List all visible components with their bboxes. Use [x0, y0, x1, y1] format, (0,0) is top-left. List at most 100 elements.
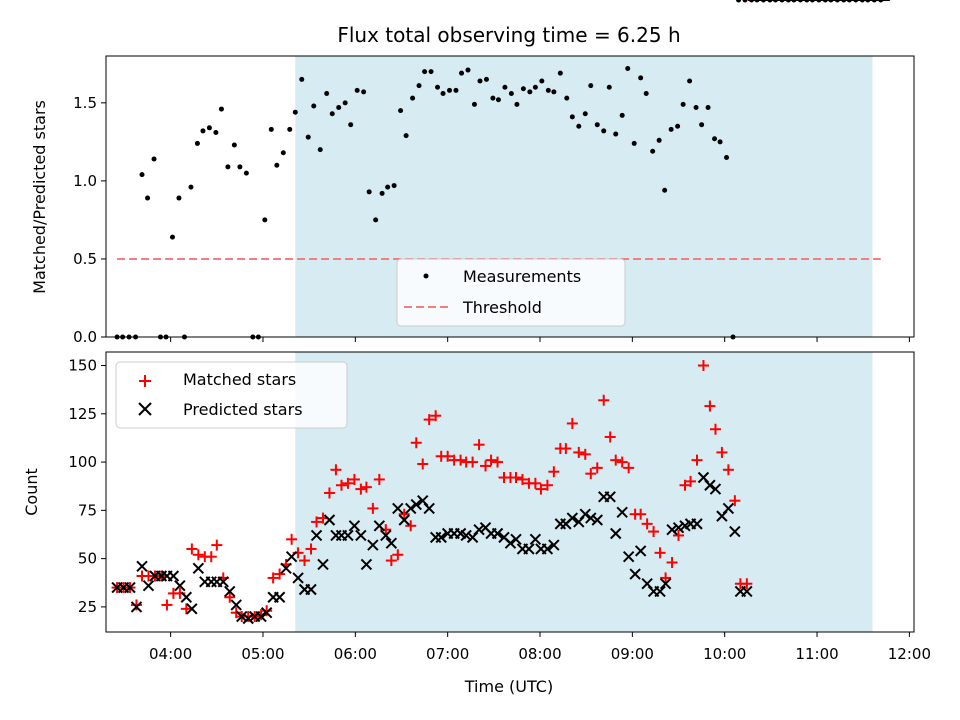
- predicted-star-point: [255, 610, 267, 623]
- matched-star-point: [691, 454, 703, 466]
- measurement-point: [483, 76, 489, 82]
- predicted-stars-points: [111, 0, 890, 625]
- predicted-star-point: [629, 568, 641, 580]
- matched-star-point: [535, 483, 547, 495]
- measurement-point: [717, 139, 723, 145]
- measurement-point: [398, 108, 404, 114]
- matched-star-point: [224, 591, 236, 603]
- measurement-point: [366, 189, 372, 195]
- measurement-point: [151, 156, 157, 162]
- predicted-star-point: [130, 601, 143, 613]
- predicted-star-point: [230, 599, 242, 611]
- matched-star-point: [423, 414, 435, 426]
- predicted-star-point: [142, 579, 155, 592]
- matched-star-point: [741, 578, 753, 590]
- legend-matched-label: Matched stars: [183, 370, 296, 389]
- matched-star-point: [305, 543, 317, 555]
- measurement-point: [576, 123, 582, 129]
- top-y-tick-label: 0.5: [73, 250, 97, 268]
- matched-star-point: [323, 487, 335, 499]
- predicted-star-point: [634, 545, 647, 557]
- predicted-star-point: [192, 562, 205, 574]
- predicted-star-point: [591, 514, 603, 526]
- measurement-point: [342, 100, 348, 106]
- matched-star-point: [480, 460, 492, 472]
- matched-star-point: [385, 555, 397, 567]
- matched-star-point: [685, 475, 697, 487]
- measurement-point: [311, 103, 317, 109]
- measurement-point: [213, 129, 219, 135]
- measurement-point: [527, 89, 533, 95]
- measurement-point: [631, 140, 637, 146]
- measurement-point: [379, 190, 385, 196]
- measurement-point: [354, 87, 360, 93]
- measurement-point: [477, 78, 483, 84]
- x-tick-label: 05:00: [241, 645, 284, 663]
- measurement-point: [280, 150, 286, 156]
- measurement-point: [557, 70, 563, 76]
- matched-star-point: [299, 555, 311, 567]
- measurement-point: [594, 122, 600, 128]
- predicted-star-point: [405, 502, 417, 515]
- x-tick-label: 10:00: [703, 645, 746, 663]
- measurement-point: [324, 90, 330, 96]
- measurement-point: [287, 126, 293, 132]
- measurement-point: [545, 87, 551, 93]
- matched-star-point: [180, 603, 192, 615]
- measurement-point: [712, 136, 718, 142]
- top-panel: 0.0 0.5 1.0 1.5 Matched/Predicted stars Mea…: [30, 0, 915, 346]
- measurement-point: [348, 122, 354, 128]
- measurement-point: [262, 217, 268, 223]
- matched-star-point: [729, 495, 741, 507]
- matched-star-point: [392, 549, 404, 561]
- matched-star-point: [616, 456, 628, 468]
- matched-star-point: [286, 533, 298, 545]
- predicted-star-point: [423, 502, 435, 515]
- matched-star-point: [355, 483, 367, 495]
- measurement-point: [625, 65, 631, 71]
- matched-star-point: [348, 473, 360, 485]
- matched-star-point: [604, 431, 616, 443]
- measurement-point: [564, 95, 570, 101]
- matched-star-point: [192, 549, 204, 561]
- bottom-y-tick-label: 150: [68, 357, 97, 375]
- x-tick-label: 09:00: [611, 645, 654, 663]
- measurement-point: [588, 83, 594, 89]
- measurement-point: [206, 125, 212, 131]
- chart-title: Flux total observing time = 6.25 h: [337, 23, 680, 47]
- predicted-star-point: [666, 523, 678, 536]
- matched-star-point: [598, 394, 610, 406]
- matched-star-point: [330, 464, 342, 476]
- measurement-point: [243, 170, 249, 176]
- predicted-star-point: [622, 550, 635, 563]
- measurement-point: [650, 148, 656, 154]
- bottom-observing-span: [295, 352, 873, 632]
- predicted-star-point: [124, 581, 136, 594]
- measurement-point: [465, 67, 471, 73]
- measurement-point: [662, 187, 668, 193]
- x-tick-label: 04:00: [149, 645, 192, 663]
- matched-star-point: [335, 479, 347, 491]
- measurement-point: [305, 134, 311, 140]
- measurement-point: [145, 195, 151, 201]
- matched-star-point: [635, 508, 647, 520]
- measurement-point: [742, 0, 748, 3]
- top-y-tick-label: 1.5: [73, 94, 97, 112]
- matched-star-point: [697, 360, 709, 372]
- predicted-star-point: [741, 585, 753, 598]
- bottom-y-tick-label: 50: [78, 550, 97, 568]
- predicted-star-point: [342, 529, 354, 542]
- measurement-point: [699, 122, 705, 128]
- top-legend: Measurements Threshold: [396, 258, 626, 327]
- top-x-ticks: [170, 337, 910, 342]
- matched-star-point: [579, 448, 591, 460]
- matched-star-point: [267, 572, 279, 584]
- matched-star-point: [666, 556, 678, 568]
- matched-star-point: [311, 516, 323, 528]
- measurement-point: [385, 184, 391, 190]
- predicted-star-point: [491, 527, 504, 540]
- measurement-point: [675, 123, 681, 129]
- measurement-point: [225, 164, 231, 170]
- legend-matched-marker: [139, 375, 151, 387]
